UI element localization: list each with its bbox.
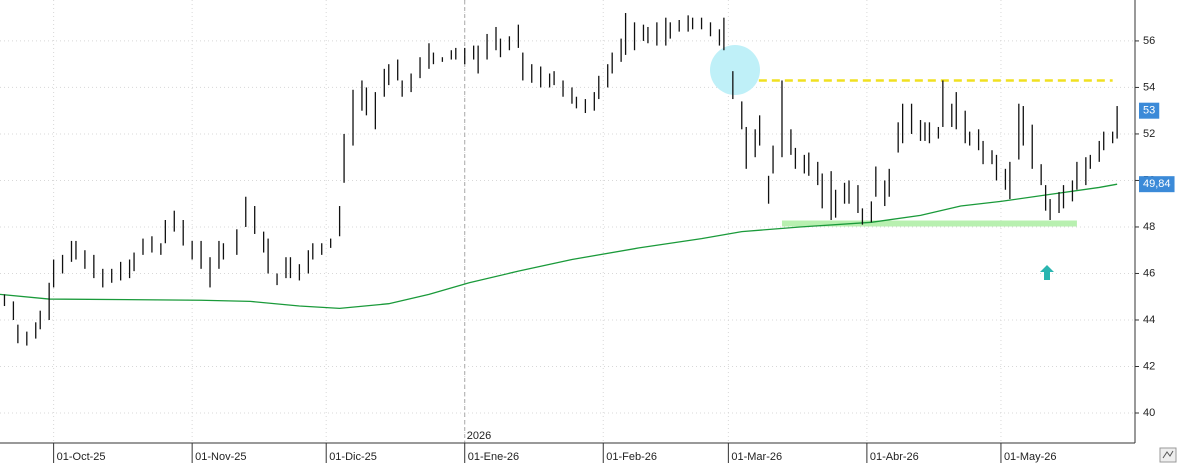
x-tick-label: 01-Nov-25 [195,451,246,463]
moving-average [0,183,1118,310]
x-tick-label: 01-Oct-25 [57,451,106,463]
y-tick-label: 56 [1143,35,1155,47]
price-tag [1139,102,1160,119]
x-tick-label: 01-Feb-26 [606,451,657,463]
y-tick-label: 52 [1143,128,1155,140]
y-tick-label: 48 [1143,221,1155,233]
y-tick-label: 46 [1143,267,1155,279]
highlight-circle [710,45,760,95]
grid [0,0,1135,443]
x-tick-label: 01-Mar-26 [731,451,782,463]
data [0,13,1118,346]
corner-icon-glyph [1162,450,1174,459]
arrow-up [1040,265,1054,280]
x-tick-label: 01-Dic-25 [329,451,377,463]
annotations [732,79,1113,227]
price-tag-label: 49,84 [1143,178,1171,190]
y-tick-label: 42 [1143,360,1155,372]
axes: 40424446485052545601-Oct-2501-Nov-2501-D… [53,35,1175,463]
x-tick-label: 01-Abr-26 [870,451,919,463]
x-tick-label: 01-May-26 [1004,451,1057,463]
x-tick-label: 01-Ene-26 [468,451,519,463]
year-label: 2026 [467,430,491,442]
corner-icon [1159,447,1177,463]
price-tag-label: 53 [1143,105,1155,117]
price-tag [1139,176,1175,193]
y-tick-label: 40 [1143,407,1155,419]
y-tick-label: 54 [1143,81,1155,93]
y-tick-label: 44 [1143,314,1155,326]
